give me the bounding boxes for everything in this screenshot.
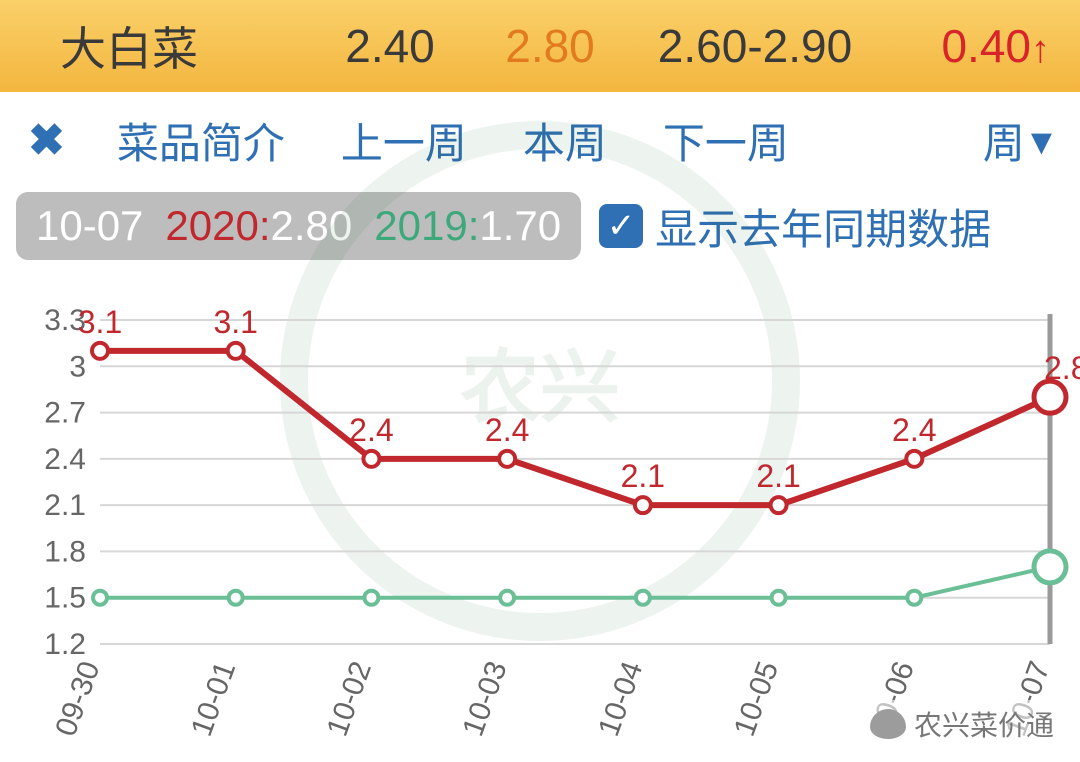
tabs-row: ✖ 菜品简介 上一周 本周 下一周 周 ▾	[0, 92, 1080, 188]
info-row: 10-07 2020:2.80 2019:1.70 ✓ 显示去年同期数据	[0, 188, 1080, 264]
price-change: 0.40↑	[880, 19, 1050, 73]
show-last-year-checkbox[interactable]: ✓ 显示去年同期数据	[599, 196, 991, 257]
tab-intro[interactable]: 菜品简介	[117, 110, 285, 171]
tooltip-2019: 2019:1.70	[374, 202, 561, 250]
svg-text:3.1: 3.1	[213, 304, 257, 340]
svg-text:1.5: 1.5	[44, 582, 86, 615]
price-header: 大白菜 2.40 2.80 2.60-2.90 0.40↑	[0, 0, 1080, 92]
svg-text:1.8: 1.8	[44, 535, 86, 568]
chevron-down-icon: ▾	[1031, 116, 1052, 165]
wechat-icon	[870, 709, 906, 739]
svg-text:2.1: 2.1	[621, 458, 665, 494]
svg-text:3: 3	[69, 350, 86, 383]
tooltip-pill: 10-07 2020:2.80 2019:1.70	[16, 192, 581, 260]
price-today: 2.80	[470, 19, 630, 73]
price-chart: 3.332.72.42.11.81.51.209-3010-0110-0210-…	[0, 264, 1080, 762]
svg-text:2.4: 2.4	[892, 412, 936, 448]
svg-text:2.8: 2.8	[1044, 350, 1080, 386]
svg-text:2.1: 2.1	[44, 489, 86, 522]
tab-prev-week[interactable]: 上一周	[341, 110, 467, 171]
svg-text:1.2: 1.2	[44, 628, 86, 661]
product-name: 大白菜	[60, 13, 310, 79]
wechat-source: 农兴菜价通	[862, 700, 1062, 748]
svg-text:3.1: 3.1	[78, 304, 122, 340]
svg-text:2.1: 2.1	[756, 458, 800, 494]
svg-text:2.4: 2.4	[485, 412, 529, 448]
svg-text:10-04: 10-04	[592, 657, 649, 740]
tab-this-week[interactable]: 本周	[523, 110, 607, 171]
tooltip-2020: 2020:2.80	[165, 202, 352, 250]
svg-text:2.7: 2.7	[44, 397, 86, 430]
tab-next-week[interactable]: 下一周	[663, 110, 789, 171]
svg-text:10-01: 10-01	[185, 657, 242, 740]
price-yesterday: 2.40	[310, 19, 470, 73]
period-picker[interactable]: 周 ▾	[983, 110, 1052, 171]
period-picker-label: 周	[983, 110, 1025, 171]
svg-text:10-02: 10-02	[321, 657, 378, 740]
svg-text:10-05: 10-05	[728, 657, 785, 740]
svg-text:09-30: 09-30	[49, 657, 106, 740]
wechat-source-label: 农兴菜价通	[914, 704, 1054, 744]
price-change-value: 0.40	[941, 20, 1031, 72]
close-icon[interactable]: ✖	[28, 115, 65, 166]
arrow-up-icon: ↑	[1031, 29, 1050, 71]
svg-text:2.4: 2.4	[349, 412, 393, 448]
tooltip-date: 10-07	[36, 202, 143, 250]
svg-text:10-03: 10-03	[456, 657, 513, 740]
svg-text:2.4: 2.4	[44, 443, 86, 476]
price-range: 2.60-2.90	[630, 19, 880, 73]
checkbox-label: 显示去年同期数据	[655, 196, 991, 257]
checkbox-checked-icon: ✓	[599, 204, 643, 248]
